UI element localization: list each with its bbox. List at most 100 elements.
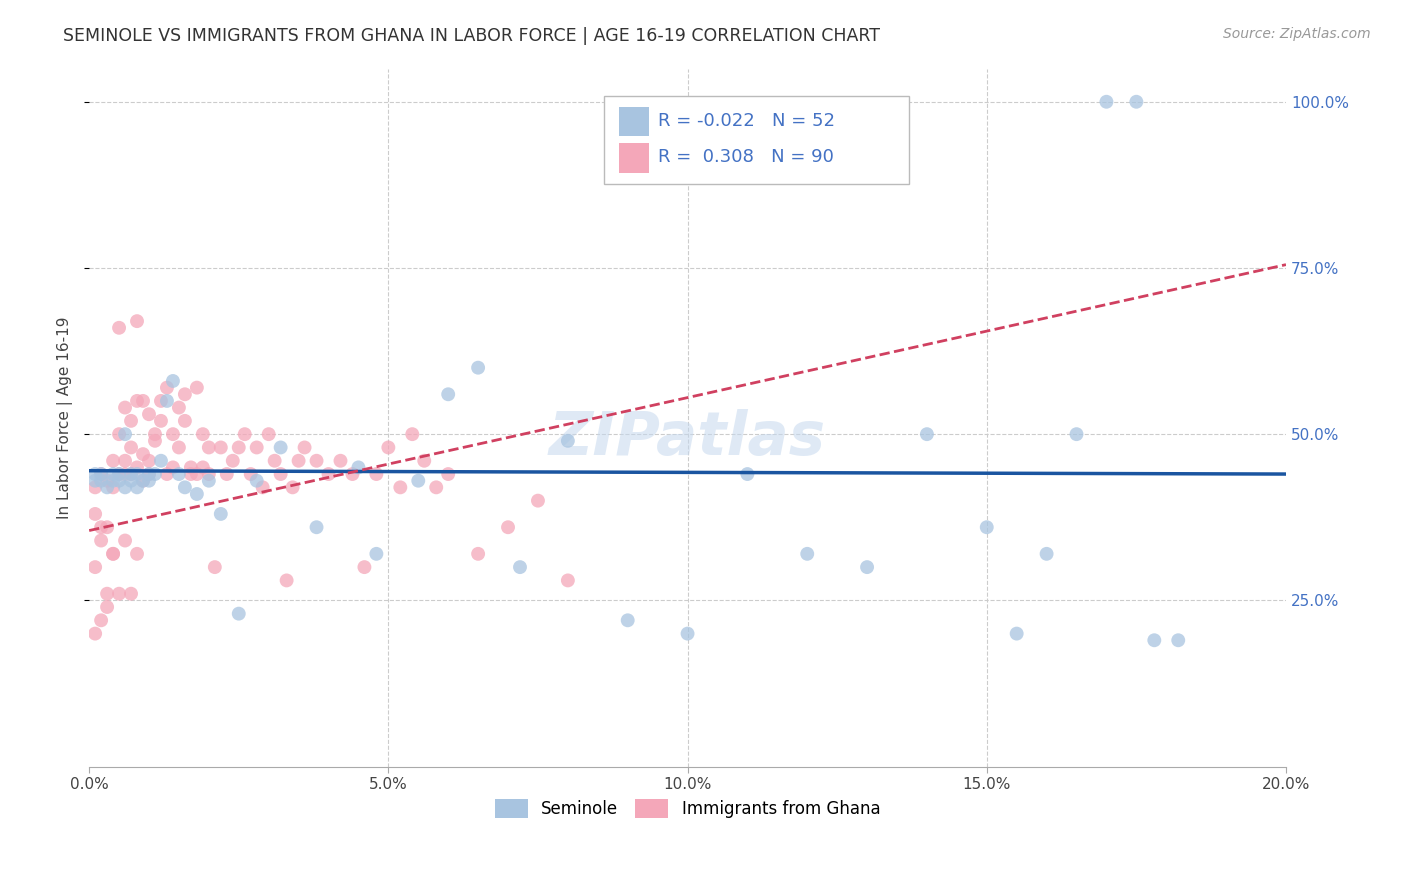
Point xyxy=(90,474,112,488)
Point xyxy=(101,454,124,468)
Point xyxy=(174,387,197,401)
Point xyxy=(132,474,155,488)
Point xyxy=(108,474,131,488)
Point xyxy=(1095,95,1118,109)
Point xyxy=(108,320,131,334)
Point xyxy=(90,467,112,481)
Point xyxy=(108,587,131,601)
Point xyxy=(162,427,184,442)
Point xyxy=(257,427,280,442)
Point xyxy=(167,441,190,455)
Point xyxy=(138,454,160,468)
Text: SEMINOLE VS IMMIGRANTS FROM GHANA IN LABOR FORCE | AGE 16-19 CORRELATION CHART: SEMINOLE VS IMMIGRANTS FROM GHANA IN LAB… xyxy=(63,27,880,45)
Point xyxy=(156,467,179,481)
Point xyxy=(186,467,208,481)
Point xyxy=(976,520,998,534)
Point xyxy=(108,427,131,442)
Point xyxy=(347,460,370,475)
Bar xyxy=(619,107,650,136)
Point xyxy=(366,467,388,481)
Point xyxy=(329,454,352,468)
Point xyxy=(138,467,160,481)
Point xyxy=(174,414,197,428)
Point xyxy=(108,467,131,481)
Point xyxy=(149,414,172,428)
Text: R =  0.308   N = 90: R = 0.308 N = 90 xyxy=(658,148,834,166)
Point xyxy=(737,467,759,481)
Point xyxy=(401,427,423,442)
Point xyxy=(366,547,388,561)
Point xyxy=(246,474,269,488)
Point xyxy=(167,401,190,415)
Point xyxy=(270,441,292,455)
Point xyxy=(191,460,214,475)
Point xyxy=(101,467,124,481)
Point xyxy=(263,454,285,468)
Point xyxy=(467,360,489,375)
Point xyxy=(856,560,879,574)
Point xyxy=(149,393,172,408)
Point xyxy=(305,520,328,534)
Point xyxy=(162,374,184,388)
Point xyxy=(287,454,309,468)
Text: R = -0.022   N = 52: R = -0.022 N = 52 xyxy=(658,112,835,130)
Point xyxy=(377,441,399,455)
Point xyxy=(149,454,172,468)
Point xyxy=(198,441,221,455)
Point xyxy=(191,427,214,442)
Point xyxy=(101,547,124,561)
Point xyxy=(120,441,142,455)
Point xyxy=(496,520,519,534)
Point xyxy=(209,441,232,455)
Point xyxy=(114,427,136,442)
Point xyxy=(294,441,316,455)
Point xyxy=(209,507,232,521)
Point xyxy=(204,560,226,574)
Point xyxy=(90,533,112,548)
Point xyxy=(425,480,447,494)
Point xyxy=(389,480,412,494)
Point xyxy=(406,474,429,488)
Point xyxy=(101,474,124,488)
Point xyxy=(180,460,202,475)
Point xyxy=(114,533,136,548)
Point xyxy=(84,560,107,574)
Point xyxy=(252,480,274,494)
Point xyxy=(138,474,160,488)
FancyBboxPatch shape xyxy=(603,96,908,184)
Point xyxy=(180,467,202,481)
Point xyxy=(1066,427,1088,442)
Point xyxy=(125,314,148,328)
Point xyxy=(90,467,112,481)
Point xyxy=(557,434,579,448)
Point xyxy=(305,454,328,468)
Point xyxy=(96,480,118,494)
Point xyxy=(162,460,184,475)
Point xyxy=(84,474,107,488)
Point xyxy=(125,467,148,481)
Point xyxy=(616,613,638,627)
Point xyxy=(1035,547,1057,561)
Text: ZIPatlas: ZIPatlas xyxy=(548,409,827,468)
Point xyxy=(342,467,364,481)
Point xyxy=(138,407,160,421)
Point xyxy=(84,467,107,481)
Point xyxy=(96,520,118,534)
Point xyxy=(353,560,375,574)
Point xyxy=(90,520,112,534)
Point xyxy=(186,487,208,501)
Point xyxy=(228,607,250,621)
Point xyxy=(120,474,142,488)
Point xyxy=(120,467,142,481)
Point xyxy=(114,467,136,481)
Point xyxy=(120,467,142,481)
Point xyxy=(467,547,489,561)
Legend: Seminole, Immigrants from Ghana: Seminole, Immigrants from Ghana xyxy=(488,792,887,824)
Point xyxy=(132,474,155,488)
Point xyxy=(101,547,124,561)
Point xyxy=(1125,95,1147,109)
Point xyxy=(413,454,436,468)
Point xyxy=(167,467,190,481)
Point xyxy=(125,547,148,561)
Point xyxy=(198,474,221,488)
